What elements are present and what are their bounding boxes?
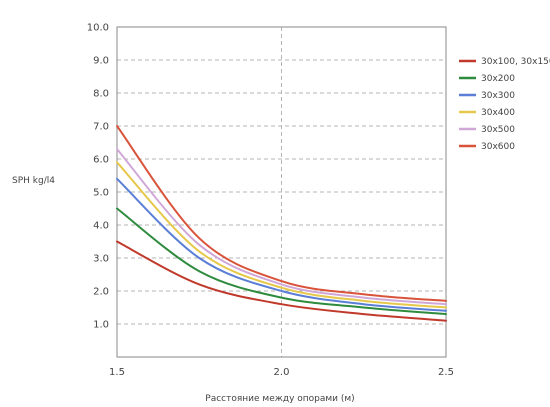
legend: 30x100, 30x150 30x200 30x300 30x400 30x500 30… xyxy=(459,57,550,152)
x-axis-title: Расстояние между опорами (м) xyxy=(205,394,354,404)
y-tick-label: 8.0 xyxy=(93,89,109,100)
legend-label: 30x400 xyxy=(481,108,515,118)
series-lines xyxy=(116,125,447,322)
axes xyxy=(116,26,447,358)
series-line-5 xyxy=(116,125,447,302)
y-tick-label: 5.0 xyxy=(93,188,109,199)
y-tick-label: 4.0 xyxy=(93,221,109,232)
series-line-3 xyxy=(116,161,447,309)
series-line-1 xyxy=(116,207,447,316)
y-tick-label: 7.0 xyxy=(93,122,109,133)
legend-label: 30x600 xyxy=(481,142,515,152)
series-line-0 xyxy=(116,240,447,322)
series-line-2 xyxy=(116,177,447,312)
plot-frame xyxy=(116,26,447,358)
x-tick-label: 1.5 xyxy=(109,367,125,378)
legend-label: 30x500 xyxy=(481,125,515,135)
y-tick-label: 6.0 xyxy=(93,155,109,166)
legend-label: 30x200 xyxy=(481,74,515,84)
y-axis-title: SPH kg/l4 xyxy=(12,176,55,186)
y-tick-label: 3.0 xyxy=(93,254,109,265)
legend-label: 30x100, 30x150 xyxy=(481,57,550,67)
legend-label: 30x300 xyxy=(481,91,515,101)
y-tick-label: 1.0 xyxy=(93,320,109,331)
y-tick-label: 10.0 xyxy=(87,23,109,34)
x-tick-label: 2.0 xyxy=(274,367,290,378)
tick-labels: 1.0 2.0 3.0 4.0 5.0 6.0 7.0 8.0 9.0 10.0 1.5 2.0 2.5 xyxy=(87,23,454,379)
series-line-4 xyxy=(116,148,447,306)
y-tick-label: 2.0 xyxy=(93,287,109,298)
y-tick-label: 9.0 xyxy=(93,56,109,67)
x-tick-label: 2.5 xyxy=(438,367,454,378)
